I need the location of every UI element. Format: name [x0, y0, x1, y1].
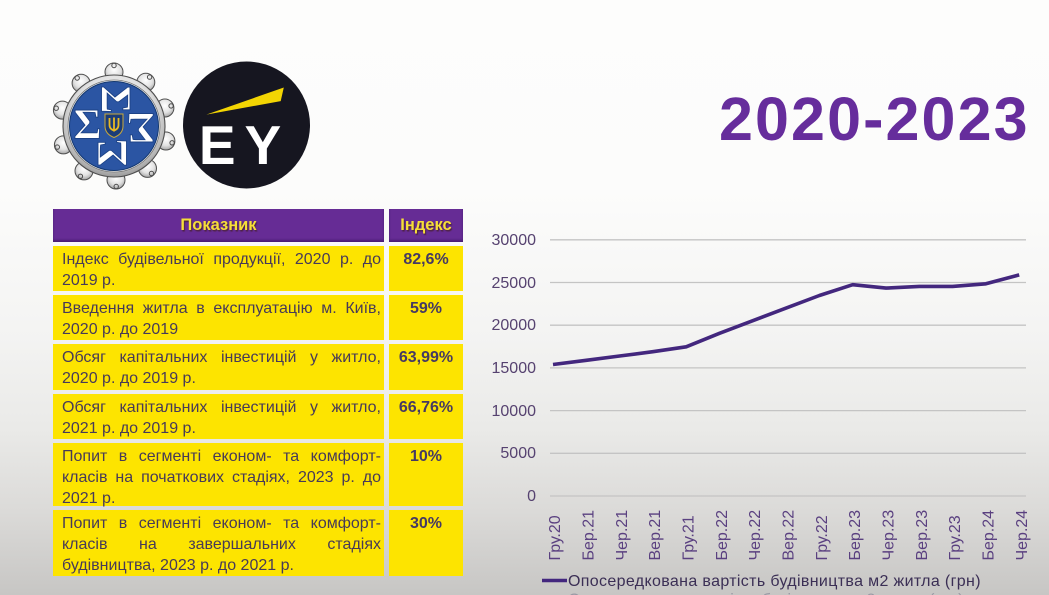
svg-text:30000: 30000	[492, 232, 537, 249]
svg-text:15000: 15000	[492, 360, 537, 377]
svg-text:Бер.24: Бер.24	[981, 510, 998, 561]
svg-text:Вер.21: Вер.21	[647, 510, 664, 561]
svg-text:Σ: Σ	[73, 102, 101, 149]
svg-text:5000: 5000	[500, 445, 536, 462]
svg-text:10000: 10000	[492, 403, 537, 420]
svg-text:Чер.23: Чер.23	[881, 510, 898, 561]
svg-text:Опосередкована вартість будівн: Опосередкована вартість будівництва м2 ж…	[568, 573, 981, 590]
svg-text:Бер.22: Бер.22	[714, 510, 731, 561]
svg-text:Чер.22: Чер.22	[747, 510, 764, 561]
svg-text:Σ: Σ	[90, 138, 137, 166]
svg-text:Бер.23: Бер.23	[847, 510, 864, 561]
svg-text:Опосередкована вартість будівн: Опосередкована вартість будівництва м2 ж…	[568, 592, 963, 595]
svg-text:Вер.23: Вер.23	[914, 510, 931, 561]
svg-text:20000: 20000	[492, 317, 537, 334]
svg-text:Вер.22: Вер.22	[781, 510, 798, 561]
svg-text:Гру.22: Гру.22	[814, 515, 831, 560]
svg-text:Σ: Σ	[126, 104, 154, 151]
svg-text:Чер.24: Чер.24	[1014, 510, 1031, 561]
svg-text:0: 0	[527, 488, 536, 505]
svg-text:Σ: Σ	[92, 85, 139, 113]
svg-text:25000: 25000	[492, 275, 537, 292]
svg-text:Бер.21: Бер.21	[581, 510, 598, 561]
svg-text:Гру.21: Гру.21	[681, 515, 698, 560]
svg-text:Чер.21: Чер.21	[614, 510, 631, 561]
svg-text:Гру.20: Гру.20	[547, 515, 564, 560]
svg-text:Гру.23: Гру.23	[947, 515, 964, 560]
svg-text:EY: EY	[199, 114, 290, 176]
